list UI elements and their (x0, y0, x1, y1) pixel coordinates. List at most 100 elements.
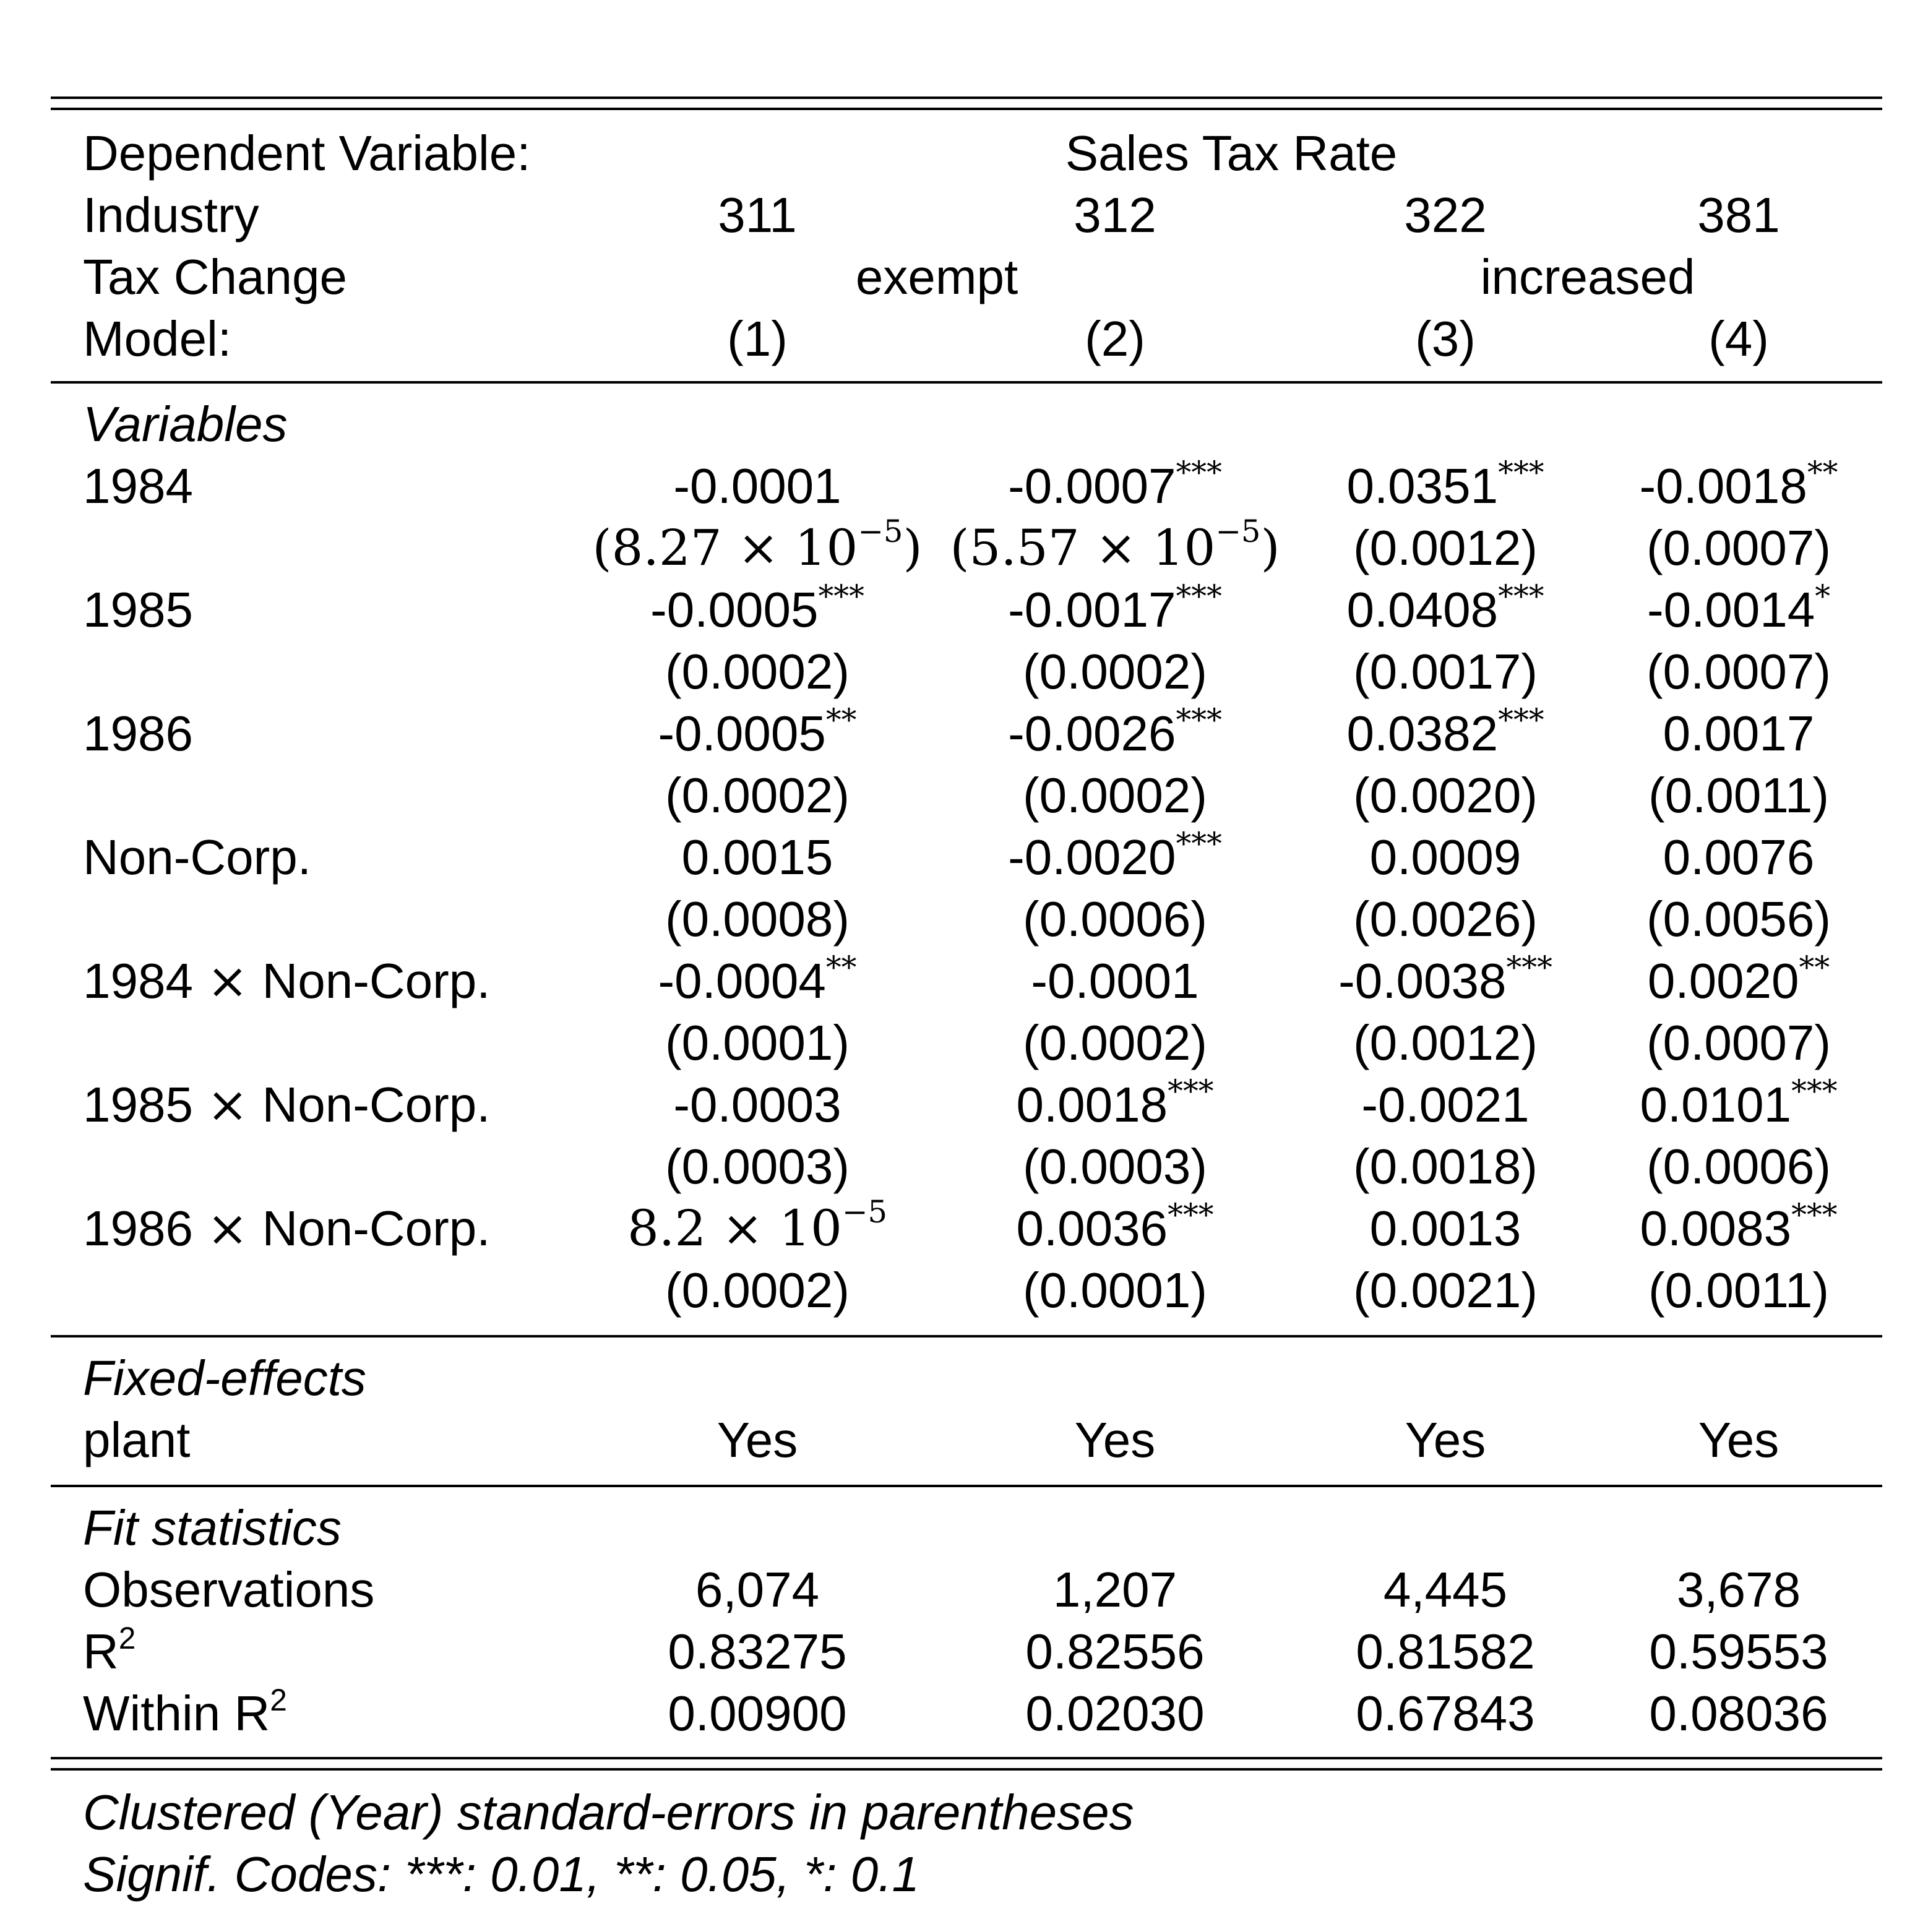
sci-exponent: −5 (858, 513, 903, 549)
variable-name: 1986 (83, 1201, 193, 1256)
variable-label: 1985 × Non-Corp. (83, 1075, 491, 1135)
variable-name-suffix: Non-Corp. (262, 1077, 491, 1132)
fit-statistic-value: 1,207 (1052, 1562, 1177, 1617)
coefficient: 0.0408*** (1346, 580, 1544, 640)
standard-error: (0.0002) (665, 768, 850, 823)
variable-label: Non-Corp. (83, 828, 311, 887)
standard-error: (0.0002) (665, 644, 850, 699)
standard-error: (0.0006) (1023, 891, 1207, 947)
significance-stars: *** (818, 578, 864, 614)
interaction-symbol: × (207, 1076, 249, 1133)
footnote: Signif. Codes: ***: 0.01, **: 0.05, *: 0… (83, 1847, 919, 1902)
model-number: (2) (1085, 311, 1145, 366)
fit-statistic-value: 0.59553 (1649, 1624, 1828, 1679)
fit-statistic-label: Within R2 (83, 1684, 287, 1743)
variable-name-suffix: Non-Corp. (262, 1201, 491, 1256)
fixed-effects-rule (51, 1485, 1882, 1487)
significance-stars: *** (1498, 454, 1544, 491)
standard-error: (0.0018) (1353, 1139, 1538, 1194)
model-label: Model: (83, 311, 232, 366)
fit-statistic-value: 0.02030 (1025, 1686, 1205, 1741)
variable-label: 1985 (83, 580, 193, 640)
industry-code: 381 (1697, 187, 1780, 243)
coefficient: -0.0005** (658, 704, 857, 763)
dependent-variable-label: Dependent Variable: (83, 126, 531, 181)
variable-label: 1986 (83, 704, 193, 763)
coefficient-value: 0.0083 (1640, 1201, 1792, 1256)
significance-stars: *** (1176, 578, 1222, 614)
coefficient: 0.0351*** (1346, 457, 1544, 516)
variable-name: 1985 (83, 582, 193, 637)
standard-error: (0.0012) (1353, 520, 1538, 575)
fixed-effect-value: Yes (1698, 1412, 1780, 1467)
standard-error: (0.0001) (665, 1015, 850, 1070)
section-variables: Variables (83, 397, 288, 452)
significance-stars: ** (1799, 949, 1830, 985)
coefficient-value: -0.0007 (1008, 458, 1176, 513)
coefficient-value: 0.0018 (1016, 1077, 1168, 1132)
coefficient: -0.0021 (1361, 1075, 1529, 1135)
sci-base: 10 (779, 1200, 842, 1257)
coefficient-value: -0.0003 (673, 1077, 841, 1132)
sci-mantissa: 5.57 (969, 519, 1080, 577)
industry-code: 322 (1404, 187, 1487, 243)
standard-error: (0.0011) (1648, 1263, 1830, 1318)
interaction-symbol: × (207, 1200, 249, 1257)
industry-code: 312 (1074, 187, 1156, 243)
standard-error: (5.57 × 10−5) (950, 513, 1280, 577)
fit-statistic-value: 0.82556 (1025, 1624, 1205, 1679)
coefficient: 0.0009 (1370, 828, 1521, 887)
coefficient: -0.0017*** (1008, 580, 1222, 640)
coefficient: 0.0101*** (1640, 1075, 1837, 1135)
industry-code: 311 (718, 187, 797, 243)
coefficient: 0.0083*** (1640, 1199, 1837, 1258)
coefficient: -0.0007*** (1008, 457, 1222, 516)
standard-error: (0.0007) (1646, 1015, 1831, 1070)
coefficient-value: 0.0408 (1346, 582, 1499, 637)
sci-exponent: −5 (1215, 513, 1261, 549)
fit-statistic-name: Within R (83, 1686, 270, 1741)
significance-stars: *** (1791, 1196, 1838, 1233)
coefficient-value: 0.0015 (681, 830, 833, 885)
coefficient: 0.0018*** (1016, 1075, 1213, 1135)
fit-statistic-value: 3,678 (1676, 1562, 1801, 1617)
coefficient-value: 0.0382 (1346, 706, 1499, 761)
variable-label: 1984 (83, 457, 193, 516)
fit-statistic-value: 0.81582 (1356, 1624, 1535, 1679)
standard-error: (0.0020) (1353, 768, 1538, 823)
significance-stars: * (1815, 578, 1831, 614)
header-rule (51, 381, 1882, 384)
coefficient-value: -0.0018 (1639, 458, 1807, 513)
standard-error: (0.0021) (1353, 1263, 1538, 1318)
section-fixed-effects: Fixed-effects (83, 1350, 366, 1406)
significance-stars: *** (1168, 1073, 1214, 1109)
coefficient-value: -0.0001 (673, 458, 841, 513)
variable-label: 1984 × Non-Corp. (83, 951, 491, 1011)
coefficient: 0.0382*** (1346, 704, 1544, 763)
fit-statistic-value: 0.67843 (1356, 1686, 1535, 1741)
coefficient: -0.0014* (1647, 580, 1830, 640)
industry-label: Industry (83, 187, 259, 243)
coefficient: 0.0020** (1648, 951, 1830, 1011)
variable-name-suffix: Non-Corp. (262, 953, 491, 1008)
coefficient-value: 0.0020 (1647, 953, 1799, 1008)
coefficient-value: -0.0038 (1338, 953, 1507, 1008)
coefficient-value: -0.0026 (1008, 706, 1176, 761)
interaction-symbol: × (207, 952, 249, 1010)
sci-base: 10 (1152, 519, 1216, 577)
coefficient: 0.0036*** (1016, 1199, 1213, 1258)
standard-error: (0.0002) (1023, 768, 1207, 823)
coefficient-value: 0.0101 (1640, 1077, 1792, 1132)
coefficient: -0.0001 (1031, 951, 1199, 1011)
coefficient-value: 0.0351 (1346, 458, 1499, 513)
coefficient-value: -0.0017 (1008, 582, 1176, 637)
standard-error: (0.0056) (1646, 891, 1831, 947)
sci-mantissa: 8.2 (627, 1200, 707, 1257)
significance-stars: *** (1498, 702, 1544, 738)
variable-name: Non-Corp. (83, 830, 312, 885)
coefficient-value: 0.0009 (1369, 830, 1521, 885)
fixed-effect-value: Yes (1074, 1412, 1156, 1467)
fit-statistic-name: Observations (83, 1562, 375, 1617)
standard-error: (0.0003) (1023, 1139, 1207, 1194)
variable-name: 1984 (83, 953, 193, 1008)
